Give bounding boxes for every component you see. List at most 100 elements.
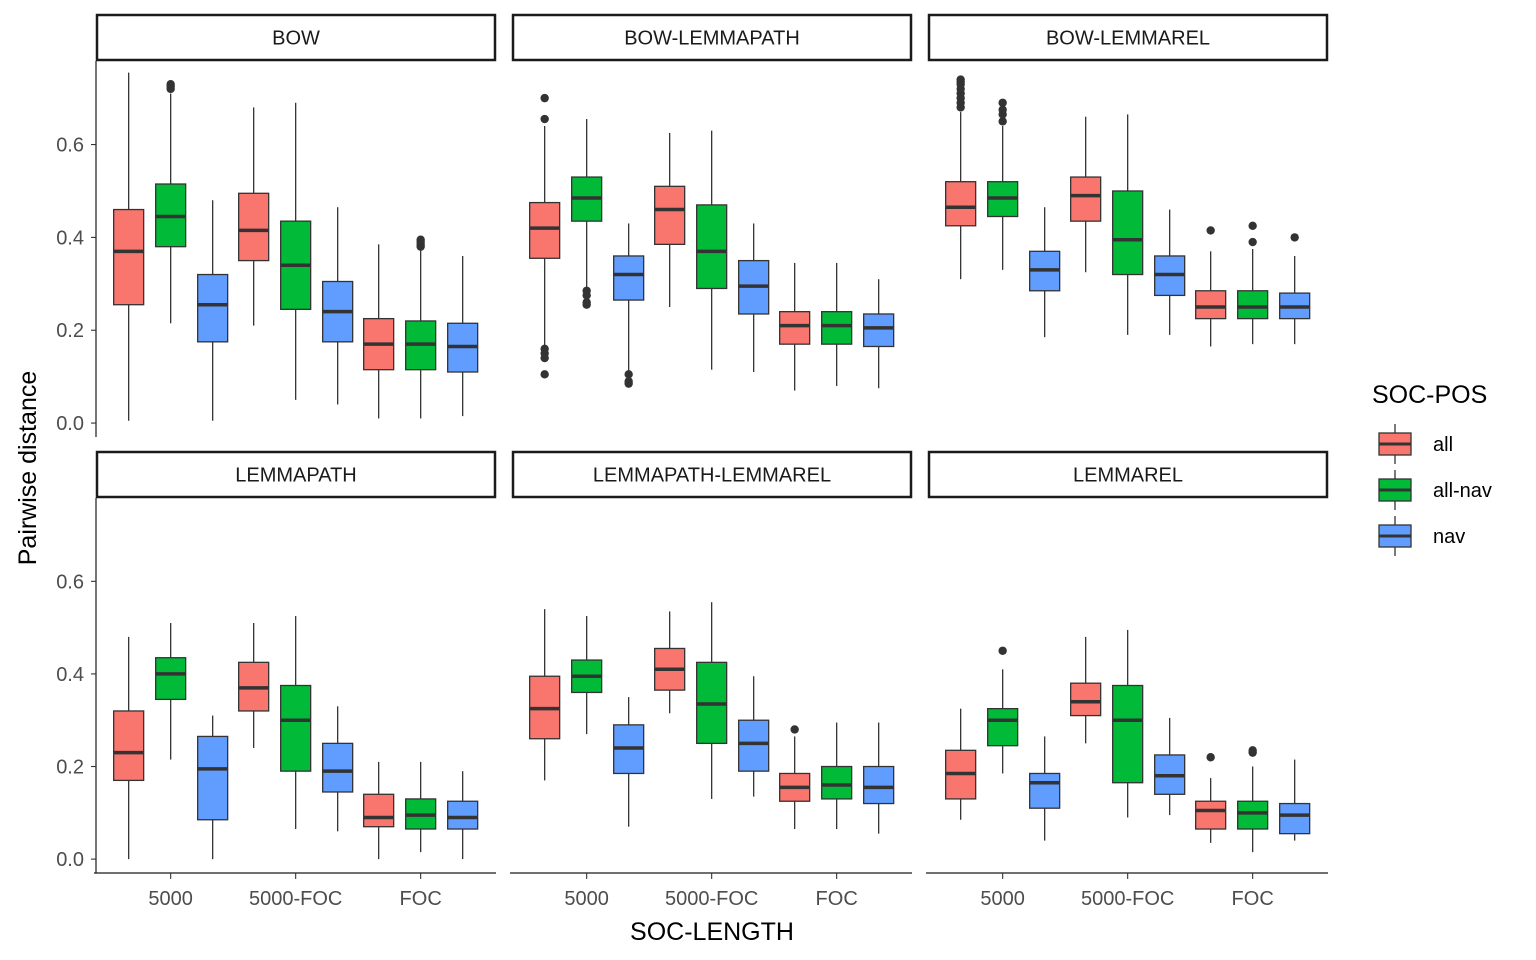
outlier-point xyxy=(1248,746,1257,755)
y-tick-label: 0.0 xyxy=(56,849,84,871)
y-tick-label: 0.2 xyxy=(56,757,84,779)
outlier-point xyxy=(998,105,1007,114)
x-tick-label: 5000 xyxy=(148,888,193,910)
box-lemmarel-5000-foc-all xyxy=(1070,636,1102,744)
box-body xyxy=(821,311,853,345)
outlier-point xyxy=(540,370,549,379)
outlier-point xyxy=(1248,221,1257,230)
facet-lemmapath: LEMMAPATH 0.0 0.2 0.4 0.6 5000 5000-FOC FOC xyxy=(56,450,497,910)
outlier-point xyxy=(540,93,549,103)
box-body xyxy=(447,800,479,830)
box-bow-lemmapath-5000-foc-all xyxy=(654,132,686,308)
box-body xyxy=(280,684,312,772)
y-axis-title: Pairwise distance xyxy=(14,371,42,566)
outlier-point xyxy=(1206,753,1215,762)
box-bow-foc-all xyxy=(363,244,395,419)
box-body xyxy=(863,313,895,348)
facet-strip-bow xyxy=(95,13,497,62)
legend-label: all xyxy=(1433,434,1453,456)
legend-entry-all: all xyxy=(1378,424,1453,464)
box-bow-lemmapath-foc-all xyxy=(779,262,811,391)
box-body xyxy=(1237,800,1269,830)
x-tick-label: 5000 xyxy=(980,888,1025,910)
x-tick-label: FOC xyxy=(816,888,858,910)
facet-strip-lemmapath xyxy=(95,450,497,499)
facet-strip-label-bow-lemmarel: BOW-LEMMAREL xyxy=(1046,28,1210,50)
x-tick-label: FOC xyxy=(400,888,442,910)
box-bow-lemmapath-5000-foc-all-nav xyxy=(696,130,728,370)
box-lemmapath-lemmarel-5000-foc-all xyxy=(654,611,686,714)
box-bow-lemmarel-5000-all xyxy=(945,75,977,280)
box-body xyxy=(197,273,229,343)
outlier-point xyxy=(416,235,425,244)
y-tick-label: 0.6 xyxy=(56,571,84,593)
box-body xyxy=(1112,190,1144,276)
box-bow-5000-foc-nav xyxy=(322,207,354,405)
box-bow-lemmapath-foc-all-nav xyxy=(821,262,853,386)
box-lemmapath-lemmarel-foc-all xyxy=(779,725,811,830)
box-lemmarel-foc-all xyxy=(1195,753,1227,843)
box-body xyxy=(1237,290,1269,320)
outlier-point xyxy=(1248,237,1257,247)
box-body xyxy=(238,192,270,262)
legend-label: all-nav xyxy=(1433,480,1492,502)
x-tick-label: 5000-FOC xyxy=(249,888,342,910)
box-bow-5000-foc-all xyxy=(238,107,270,326)
facet-strip-label-lemmapath-lemmarel: LEMMAPATH-LEMMAREL xyxy=(593,465,831,487)
box-lemmarel-5000-foc-nav xyxy=(1154,717,1186,816)
outlier-point xyxy=(166,80,175,89)
box-bow-lemmapath-foc-nav xyxy=(863,279,895,389)
box-lemmapath-lemmarel-foc-nav xyxy=(863,722,895,834)
box-lemmapath-lemmarel-5000-nav xyxy=(613,697,645,827)
x-tick-label: FOC xyxy=(1232,888,1274,910)
box-body xyxy=(1070,176,1102,222)
box-lemmapath-lemmarel-5000-all xyxy=(529,609,561,781)
facet-bow: BOW 0.0 0.2 0.4 0.6 xyxy=(56,13,497,437)
legend-title: SOC-POS xyxy=(1372,381,1487,409)
box-lemmapath-5000-foc-all-nav xyxy=(280,616,312,830)
y-tick-label: 0.4 xyxy=(56,664,84,686)
facet-strip-label-bow: BOW xyxy=(272,28,320,50)
box-lemmapath-lemmarel-5000-all-nav xyxy=(571,616,603,735)
facet-strip-lemmarel xyxy=(927,450,1329,499)
outlier-point xyxy=(1290,233,1299,242)
facet-strip-bow-lemmarel xyxy=(927,13,1329,62)
box-body xyxy=(1070,682,1102,717)
outlier-point xyxy=(624,377,633,386)
box-body xyxy=(738,719,770,772)
box-body xyxy=(1279,802,1311,835)
box-body xyxy=(696,204,728,290)
box-body xyxy=(197,735,229,821)
y-tick-label: 0.4 xyxy=(56,227,84,249)
x-axis-title: SOC-LENGTH xyxy=(630,918,794,946)
box-bow-foc-all-nav xyxy=(405,235,437,419)
y-tick-label: 0.0 xyxy=(56,413,84,435)
box-body xyxy=(613,255,645,301)
box-lemmarel-5000-nav xyxy=(1029,736,1061,841)
box-body xyxy=(863,765,895,805)
box-body xyxy=(1029,772,1061,809)
box-bow-5000-all-nav xyxy=(155,80,187,324)
box-bow-lemmapath-5000-foc-nav xyxy=(738,223,770,373)
y-tick-label: 0.6 xyxy=(56,135,84,157)
box-bow-5000-nav xyxy=(197,200,229,421)
facet-strip-bow-lemmapath xyxy=(511,13,913,62)
facet-bow-lemmapath: BOW-LEMMAPATH xyxy=(511,13,913,391)
box-lemmarel-5000-all xyxy=(945,708,977,820)
box-body xyxy=(1112,684,1144,784)
x-tick-label: 5000-FOC xyxy=(665,888,758,910)
box-body xyxy=(945,181,977,227)
x-tick-label: 5000 xyxy=(564,888,609,910)
outlier-point xyxy=(540,344,549,354)
box-lemmapath-5000-all xyxy=(113,636,145,860)
box-bow-lemmarel-5000-foc-all-nav xyxy=(1112,114,1144,335)
box-lemmarel-foc-all-nav xyxy=(1237,746,1269,853)
box-lemmapath-lemmarel-5000-foc-all-nav xyxy=(696,602,728,799)
box-body xyxy=(363,793,395,828)
box-body xyxy=(155,657,187,701)
outlier-point xyxy=(624,370,633,379)
outlier-point xyxy=(956,75,965,84)
box-bow-lemmarel-foc-nav xyxy=(1279,233,1311,345)
box-bow-lemmapath-5000-all-nav xyxy=(571,119,603,309)
box-bow-lemmarel-foc-all xyxy=(1195,226,1227,347)
